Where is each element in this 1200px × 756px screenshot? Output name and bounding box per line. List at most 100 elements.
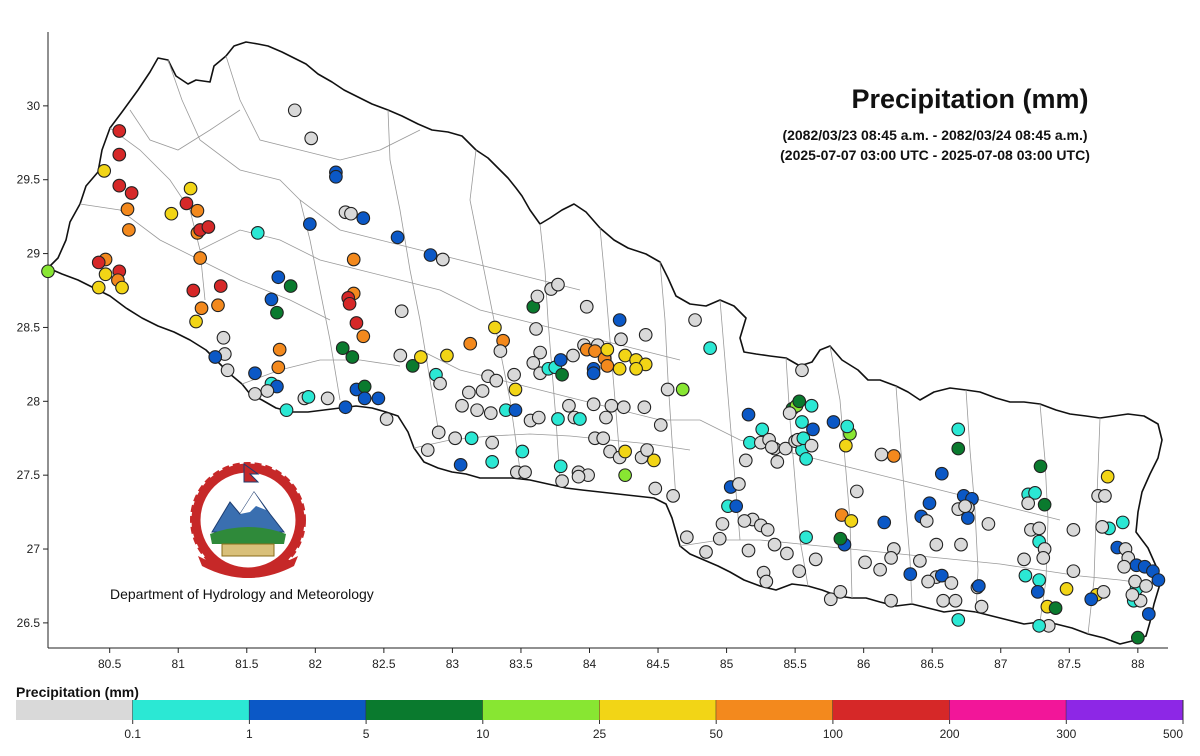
y-tick-label: 28 <box>27 394 41 408</box>
station-point <box>390 230 405 245</box>
legend-color-bar <box>16 700 1184 724</box>
logo-ribbon <box>198 556 298 578</box>
logo-snowcap <box>240 492 266 514</box>
station-point <box>115 280 129 295</box>
station-point <box>660 382 675 397</box>
station-point <box>41 264 55 279</box>
logo-base <box>221 543 275 557</box>
station-point <box>732 477 746 491</box>
station-point <box>98 267 113 282</box>
station-point <box>508 403 523 418</box>
station-point <box>873 562 887 577</box>
map-title: Precipitation (mm) <box>851 84 1089 114</box>
y-tick-label: 29 <box>27 247 41 261</box>
station-point <box>405 359 420 373</box>
station-point <box>833 585 848 599</box>
station-point <box>91 280 106 295</box>
x-tick-label: 88 <box>1131 657 1145 671</box>
station-point <box>764 440 779 454</box>
station-point <box>470 403 484 418</box>
station-point <box>738 453 753 468</box>
station-point <box>799 530 813 545</box>
station-point <box>874 447 889 462</box>
dhm-logo <box>190 462 306 578</box>
station-point <box>712 531 727 546</box>
legend-swatch <box>482 700 600 720</box>
station-point <box>435 252 450 267</box>
subtitle-local-date: (2082/03/23 08:45 a.m. - 2082/03/24 08:4… <box>782 127 1088 143</box>
station-point <box>1066 522 1081 537</box>
station-point <box>551 277 565 292</box>
station-point <box>1018 568 1033 583</box>
legend-label: 500 <box>1163 727 1183 741</box>
station-point <box>489 373 504 388</box>
station-point <box>1115 515 1130 530</box>
station-point <box>211 298 225 313</box>
station-point <box>531 410 546 425</box>
station-point <box>1021 496 1036 511</box>
station-point <box>614 332 628 347</box>
legend-label: 25 <box>593 727 607 741</box>
x-tick-label: 85 <box>720 657 734 671</box>
station-point <box>1098 488 1112 503</box>
legend-swatch <box>249 700 367 720</box>
station-point <box>618 468 632 483</box>
station-point <box>653 418 668 432</box>
x-tick-label: 83.5 <box>509 657 533 671</box>
x-tick-label: 86 <box>857 657 871 671</box>
station-point <box>356 211 371 225</box>
station-point <box>612 361 627 376</box>
legend-label: 200 <box>940 727 960 741</box>
station-point <box>508 382 523 397</box>
station-point <box>1037 497 1052 512</box>
legend-title: Precipitation (mm) <box>16 684 139 700</box>
station-point <box>1117 559 1131 574</box>
station-point <box>600 342 615 357</box>
station-point <box>849 484 864 499</box>
precipitation-map: 80.5 81 81.5 82 82.5 83 83.5 84 84.5 85 85.5 86 86.5… <box>16 32 1168 671</box>
station-point <box>934 466 949 481</box>
station-point <box>648 481 663 496</box>
station-point <box>826 415 841 429</box>
station-point <box>97 164 112 178</box>
station-point <box>164 206 179 221</box>
station-point <box>190 203 205 218</box>
legend-label: 100 <box>823 727 843 741</box>
station-point <box>767 537 782 552</box>
station-point <box>349 316 364 330</box>
station-point <box>936 593 951 608</box>
logo-hills <box>210 527 286 544</box>
y-tick-label: 29.5 <box>17 173 41 187</box>
legend-label: 5 <box>363 727 370 741</box>
station-point <box>741 407 756 422</box>
station-point <box>216 330 231 345</box>
precipitation-legend: 0.1 1 5 10 25 50 100 200 300 500 <box>16 700 1184 741</box>
logo-flag <box>243 463 260 483</box>
station-point <box>792 394 807 409</box>
station-point <box>475 384 490 398</box>
station-point <box>760 522 775 537</box>
station-point <box>770 455 785 469</box>
station-point <box>183 181 198 196</box>
station-point <box>934 568 949 583</box>
station-point <box>301 390 316 404</box>
station-point <box>804 398 819 413</box>
station-point <box>208 350 223 364</box>
station-point <box>1096 585 1111 599</box>
station-point <box>795 363 809 378</box>
station-point <box>618 444 632 459</box>
station-point <box>220 363 235 378</box>
station-point <box>600 359 615 373</box>
station-point <box>858 555 872 570</box>
station-point <box>629 361 643 376</box>
station-point <box>213 279 228 293</box>
y-tick-label: 27.5 <box>17 468 41 482</box>
y-tick-label: 26.5 <box>17 616 41 630</box>
station-point <box>379 412 394 426</box>
station-point <box>533 345 547 360</box>
station-point <box>838 438 853 453</box>
y-axis-ticks: 26.5 27 27.5 28 28.5 29 29.5 30 <box>17 99 48 630</box>
station-point <box>344 206 358 221</box>
station-point <box>741 543 756 558</box>
station-point <box>699 545 713 559</box>
